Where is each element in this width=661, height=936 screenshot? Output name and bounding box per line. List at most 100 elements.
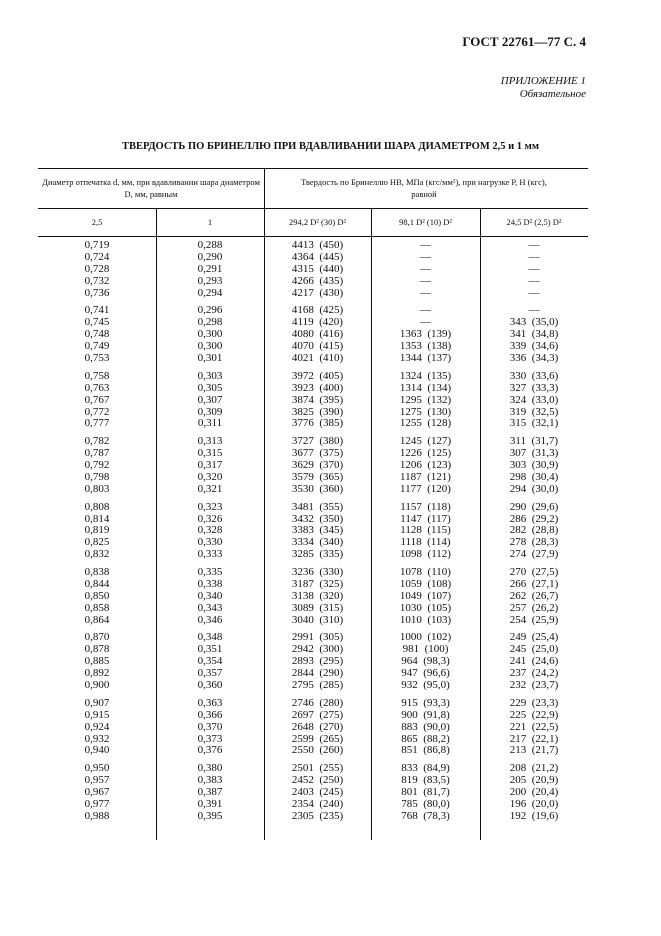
cell-d-2-5: 0,950 — [84, 762, 110, 775]
cell-hb-2-5: 282 (28,8) — [509, 524, 559, 537]
cell-hb-2-5: 249 (25,4) — [509, 631, 559, 644]
table-row: 0,932 0,373 2599 (265) 865 (88,2) 217 (22,1) — [38, 733, 588, 745]
cell-d-1: 0,321 — [197, 482, 223, 495]
cell-hb-30: 2354 (240) — [291, 797, 344, 810]
cell-hb-30: 3040 (310) — [291, 613, 344, 626]
cell-hb-30: 2305 (235) — [291, 809, 344, 822]
cell-d-2-5: 0,803 — [84, 482, 110, 495]
cell-hb-30: 2599 (265) — [291, 732, 344, 745]
cell-d-1: 0,360 — [197, 679, 223, 691]
cell-d-1: 0,383 — [197, 774, 223, 787]
table-row: 0,808 0,323 3481 (355) 1157 (118) 290 (29,6) — [38, 501, 588, 513]
table-row: 0,915 0,366 2697 (275) 900 (91,8) 225 (22,9) — [38, 709, 588, 721]
appendix-note: ПРИЛОЖЕНИЕ 1 Обязательное — [501, 75, 586, 101]
cell-hb-10: 768 (78,3) — [401, 809, 450, 822]
cell-hb-10: 1353 (138) — [399, 340, 452, 353]
cell-hb-2-5: 200 (20,4) — [509, 786, 559, 798]
cell-d-1: 0,346 — [197, 613, 223, 626]
cell-hb-2-5: — — [528, 250, 540, 263]
cell-hb-30: 2550 (260) — [291, 744, 344, 757]
cell-hb-10: 1010 (103) — [399, 613, 452, 626]
table-row: 0,858 0,343 3089 (315) 1030 (105) 257 (26,2) — [38, 602, 588, 614]
cell-d-1: 0,294 — [197, 286, 223, 299]
cell-hb-2-5: 286 (29,2) — [509, 512, 559, 525]
cell-d-2-5: 0,736 — [84, 286, 110, 299]
cell-hb-30: 3383 (345) — [291, 524, 344, 537]
header-divider — [38, 208, 588, 209]
cell-hb-2-5: 303 (30,9) — [509, 459, 559, 471]
cell-hb-30: 3138 (320) — [291, 589, 344, 602]
cell-hb-10: 865 (88,2) — [401, 732, 450, 745]
cell-d-1: 0,296 — [197, 304, 223, 317]
cell-hb-10: 1098 (112) — [400, 548, 451, 561]
table-row: 0,900 0,360 2795 (285) 932 (95,0) 232 (23,7) — [38, 679, 588, 691]
cell-hb-2-5: 274 (27,9) — [509, 548, 559, 561]
cell-hb-10: — — [420, 316, 431, 329]
cell-hb-10: 932 (95,0) — [401, 679, 450, 691]
cell-d-1: 0,300 — [197, 328, 223, 341]
cell-hb-2-5: 324 (33,0) — [509, 393, 559, 406]
cell-d-1: 0,311 — [197, 417, 223, 430]
cell-d-1: 0,363 — [197, 696, 223, 709]
cell-d-2-5: 0,808 — [84, 500, 110, 513]
table-row: 0,753 0,301 4021 (410) 1344 (137) 336 (34,3) — [38, 352, 588, 364]
appendix-status: Обязательное — [519, 88, 586, 100]
cell-d-2-5: 0,772 — [84, 405, 110, 418]
cell-hb-2-5: 245 (25,0) — [509, 643, 559, 656]
column-divider — [264, 168, 265, 840]
cell-hb-30: 3923 (400) — [291, 381, 344, 394]
cell-hb-30: 4413 (450) — [291, 239, 344, 251]
cell-hb-2-5: 319 (32,5) — [509, 405, 559, 418]
cell-hb-2-5: 217 (22,1) — [509, 732, 559, 745]
table-row: 0,803 0,321 3530 (360) 1177 (120) 294 (30,0) — [38, 483, 588, 495]
cell-hb-2-5: 241 (24,6) — [509, 655, 559, 668]
cell-hb-2-5: — — [528, 239, 540, 251]
cell-hb-2-5: — — [528, 274, 540, 287]
cell-hb-10: 1206 (123) — [399, 459, 452, 471]
table-row: 0,977 0,391 2354 (240) 785 (80,0) 196 (20,0) — [38, 798, 588, 810]
cell-hb-2-5: 229 (23,3) — [509, 696, 559, 709]
cell-hb-10: — — [420, 262, 431, 275]
cell-hb-2-5: 262 (26,7) — [509, 589, 559, 602]
cell-d-2-5: 0,832 — [84, 548, 110, 561]
cell-hb-2-5: 257 (26,2) — [509, 601, 559, 614]
cell-hb-2-5: 339 (34,6) — [509, 340, 559, 353]
cell-d-2-5: 0,798 — [84, 470, 110, 483]
cell-d-2-5: 0,915 — [84, 708, 110, 721]
cell-hb-30: 4266 (435) — [291, 274, 344, 287]
cell-hb-10: — — [420, 274, 431, 287]
cell-hb-30: 4217 (430) — [291, 286, 344, 299]
cell-hb-2-5: 330 (33,6) — [509, 369, 559, 382]
cell-hb-2-5: 205 (20,9) — [509, 774, 559, 787]
cell-hb-30: 2746 (280) — [291, 696, 344, 709]
cell-hb-30: 3432 (350) — [291, 512, 344, 525]
cell-d-1: 0,333 — [197, 548, 223, 561]
column-divider — [156, 208, 157, 840]
cell-hb-30: 4364 (445) — [291, 250, 344, 263]
cell-d-1: 0,313 — [197, 435, 223, 448]
cell-hb-10: 900 (91,8) — [401, 708, 450, 721]
cell-hb-2-5: 237 (24,2) — [509, 667, 559, 680]
cell-hb-2-5: — — [528, 304, 540, 317]
table-row: 0,748 0,300 4080 (416) 1363 (139) 341 (34,8) — [38, 328, 588, 340]
cell-d-2-5: 0,724 — [84, 250, 110, 263]
cell-d-2-5: 0,932 — [84, 732, 110, 745]
cell-hb-2-5: 294 (30,0) — [509, 482, 559, 495]
cell-hb-2-5: 196 (20,0) — [509, 797, 559, 810]
cell-hb-10: 883 (90,0) — [401, 720, 450, 733]
cell-d-1: 0,351 — [197, 643, 223, 656]
subheader-divider — [38, 236, 588, 237]
table-row: 0,719 0,288 4413 (450) — — — [38, 239, 588, 251]
cell-hb-2-5: 270 (27,5) — [509, 566, 559, 578]
table-row: 0,885 0,354 2893 (295) 964 (98,3) 241 (24,6) — [38, 655, 588, 667]
cell-d-1: 0,309 — [197, 405, 223, 418]
cell-hb-10: 801 (81,7) — [401, 786, 450, 798]
cell-d-1: 0,317 — [197, 459, 223, 471]
cell-hb-10: 1295 (132) — [399, 393, 452, 406]
page-header: ГОСТ 22761—77 С. 4 — [462, 34, 586, 49]
col-header: 2,5 — [91, 217, 103, 227]
table-row: 0,732 0,293 4266 (435) — — — [38, 275, 588, 287]
cell-hb-2-5: 311 (31,7) — [509, 435, 559, 448]
cell-hb-2-5: 315 (32,1) — [509, 417, 559, 430]
table-row: 0,736 0,294 4217 (430) — — — [38, 287, 588, 299]
